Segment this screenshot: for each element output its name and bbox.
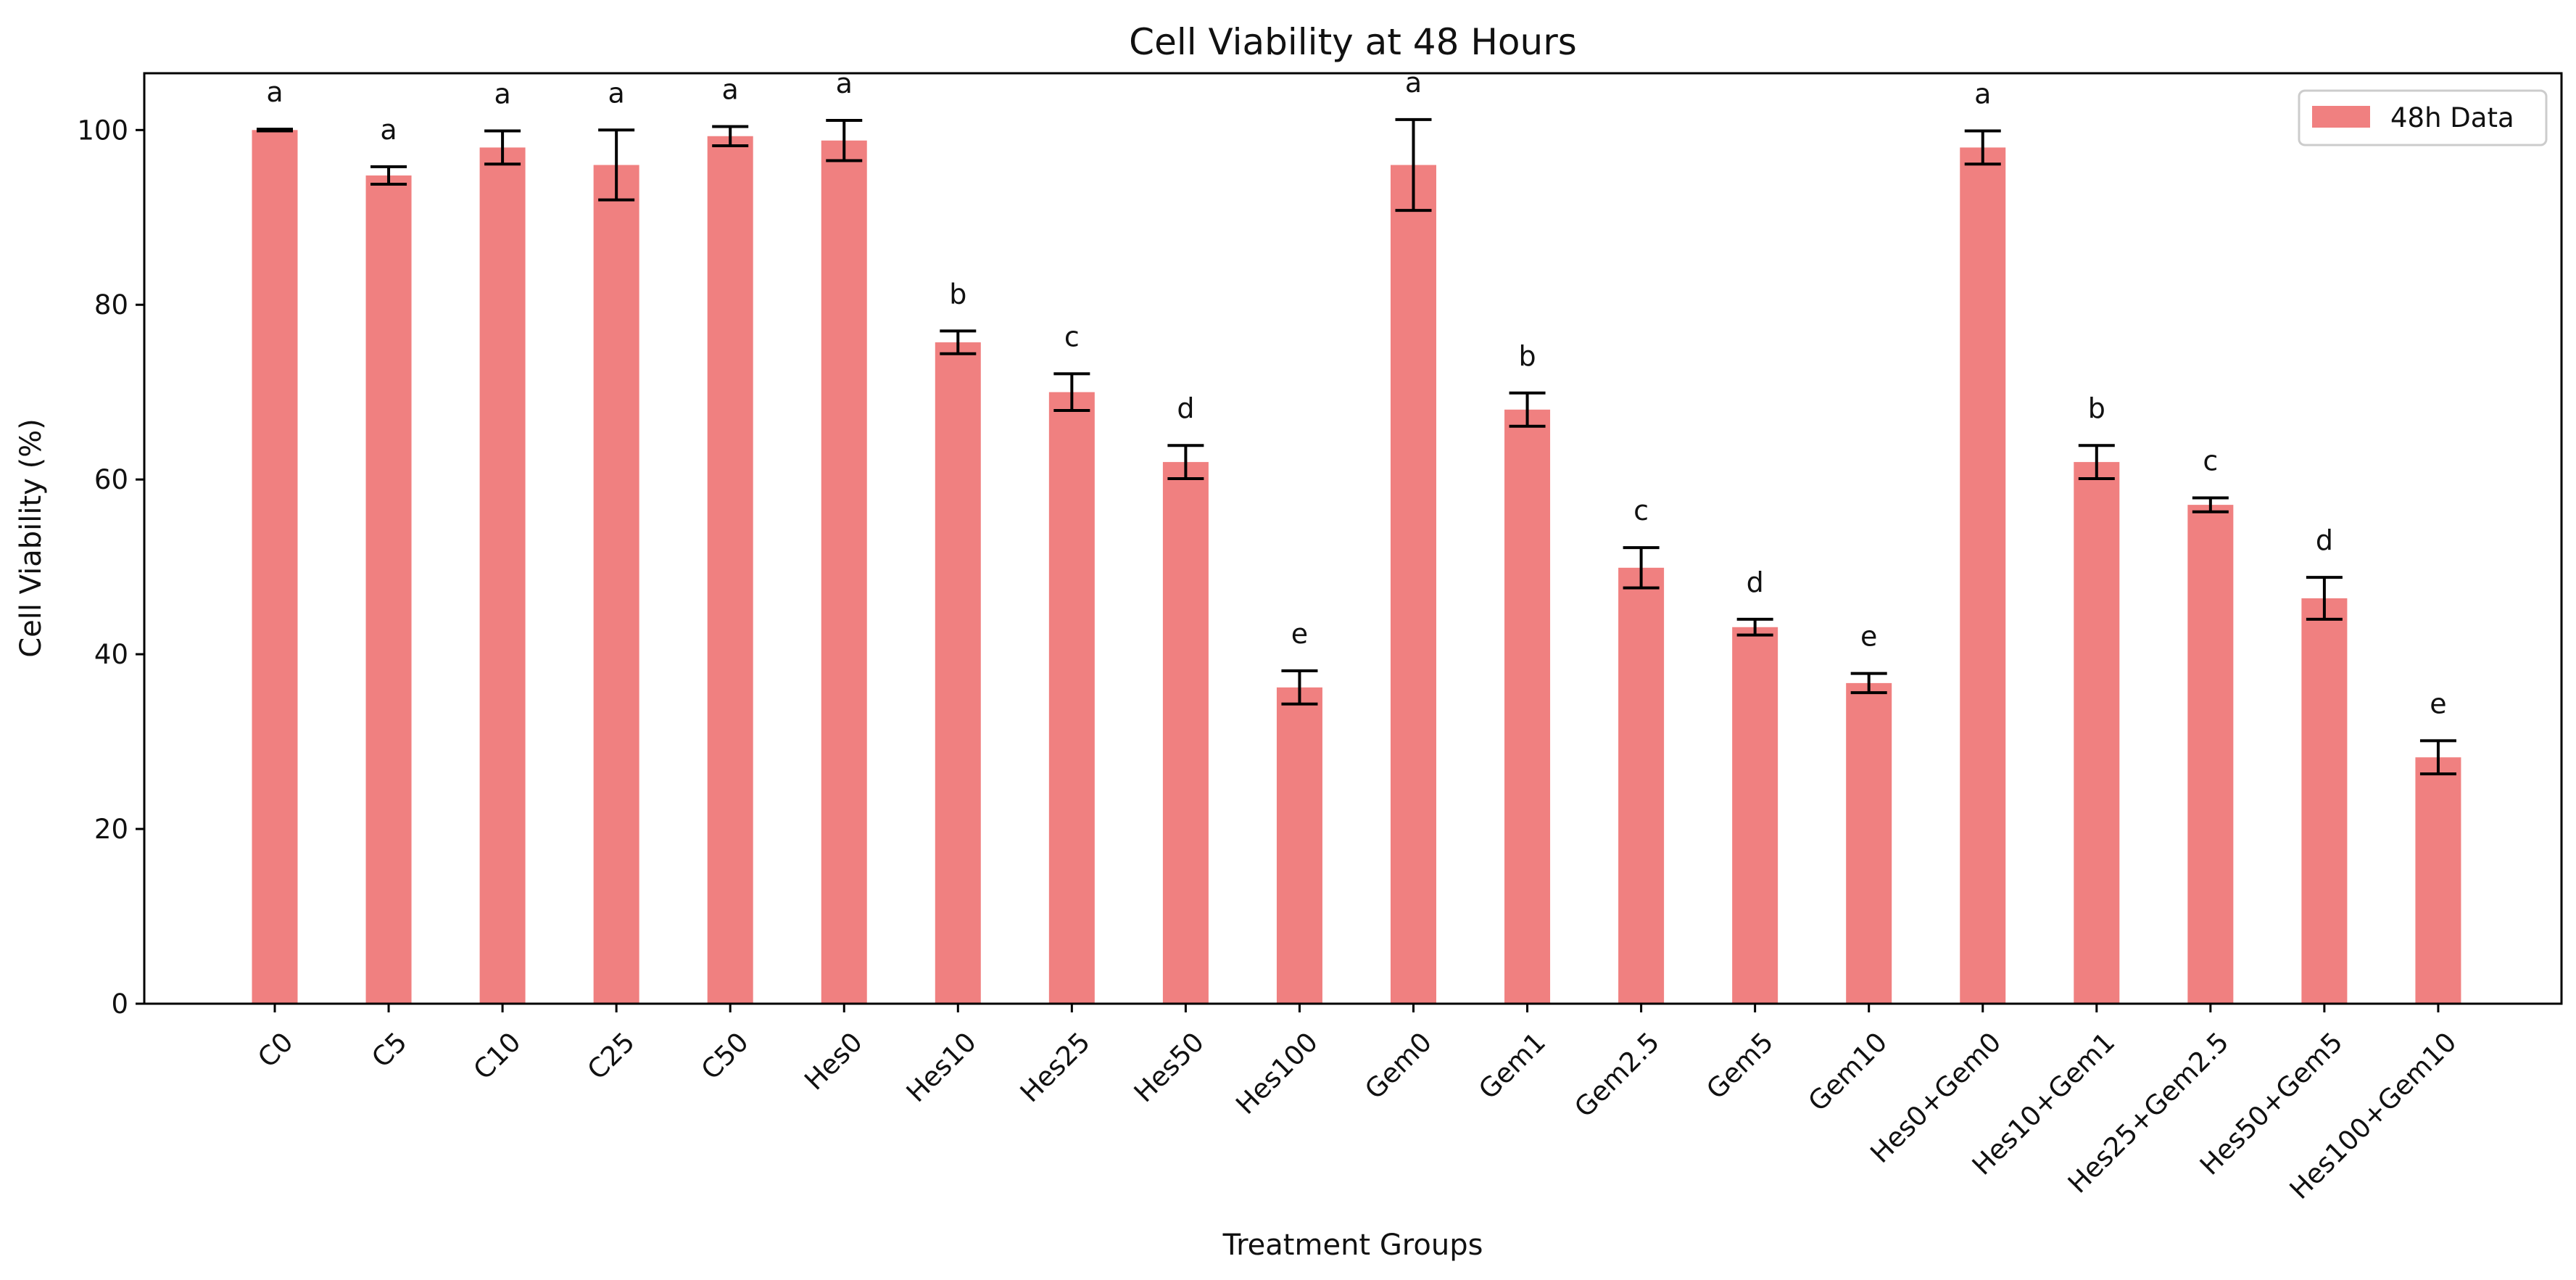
significance-letter-C5: a [380,114,397,146]
error-bar-Hes0+Gem0 [1964,129,2001,166]
significance-letter-C0: a [266,76,283,108]
error-bar-C5 [370,165,407,186]
plot-frame [143,72,2563,1005]
legend-box [2298,89,2548,146]
bar-Hes25 [1048,392,1095,1004]
significance-letter-Hes0+Gem0: a [1974,78,1991,110]
significance-letter-Hes10: b [949,278,966,310]
bar-Hes50 [1162,462,1209,1004]
significance-letter-Gem0: a [1405,67,1422,99]
y-tick-label-0: 0 [111,988,128,1020]
significance-letter-Hes50: d [1177,392,1194,424]
error-bar-Gem0 [1395,117,1432,212]
significance-letter-Hes25+Gem2.5: c [2203,445,2218,476]
bar-Hes100+Gem10 [2415,757,2461,1004]
error-bar-C50 [712,125,749,147]
error-bar-Gem5 [1736,617,1773,637]
error-bar-Hes100+Gem10 [2419,739,2456,776]
error-bar-Hes0 [826,119,863,162]
legend-swatch [2312,106,2370,128]
error-bar-Gem1 [1509,391,1546,428]
significance-letter-C50: a [722,73,739,105]
bar-Gem2.5 [1618,567,1665,1004]
y-tick-label-80: 80 [94,289,128,321]
bar-Hes0+Gem0 [1960,147,2006,1004]
significance-letter-Gem5: d [1747,566,1764,598]
error-bar-C25 [598,128,635,202]
y-tick-label-60: 60 [94,464,128,495]
significance-letter-C10: a [494,78,510,110]
error-bar-Hes50 [1167,444,1204,480]
significance-letter-Hes10+Gem1: b [2088,392,2105,424]
bar-Hes50+Gem5 [2301,598,2348,1004]
error-bar-Hes25+Gem2.5 [2192,496,2229,513]
error-bars-layer [257,117,2456,776]
y-tick-label-20: 20 [94,814,128,845]
significance-letter-Hes50+Gem5: d [2316,524,2333,556]
significance-letter-C25: a [608,77,625,109]
significance-letter-Gem10: e [1860,621,1877,653]
significance-letters-layer: a a a a a a b c d e a b c d e a b c d e [266,67,2446,720]
bar-C0 [252,130,298,1004]
bar-C5 [365,175,412,1004]
significance-letter-Gem2.5: c [1633,495,1649,527]
significance-letter-Hes25: c [1064,321,1080,352]
significance-letter-Hes100+Gem10: e [2430,688,2446,719]
x-axis-label: Treatment Groups [1222,1229,1483,1262]
y-tick-label-100: 100 [77,115,128,146]
y-axis-label: Cell Viability (%) [15,418,48,658]
bar-C50 [707,136,753,1004]
y-tick-label-40: 40 [94,639,128,670]
bar-Hes25+Gem2.5 [2187,505,2234,1004]
chart-title: Cell Viability at 48 Hours [1129,21,1577,63]
bar-Hes0 [821,140,867,1004]
bars-layer [252,130,2461,1004]
error-bar-Gem10 [1850,672,1887,695]
bar-Hes100 [1276,687,1322,1004]
significance-letter-Hes100: e [1291,618,1308,650]
bar-Gem5 [1732,627,1778,1004]
error-bar-Gem2.5 [1623,546,1660,590]
bar-Hes10+Gem1 [2074,462,2120,1004]
bar-Gem1 [1504,409,1551,1004]
error-bar-Hes100 [1281,669,1318,706]
legend: 48h Data [2298,89,2548,146]
legend-label: 48h Data [2390,102,2514,133]
bar-C10 [479,147,526,1004]
error-bar-C0 [257,128,293,133]
y-axis-ticks: 0 20 40 60 80 100 [77,115,144,1020]
bar-Hes10 [935,342,981,1004]
significance-letter-Gem1: b [1518,340,1536,372]
error-bar-Hes25 [1053,372,1090,413]
bar-Gem10 [1846,682,1892,1004]
bar-C25 [593,165,639,1004]
error-bar-Hes10 [940,329,977,355]
error-bar-Hes10+Gem1 [2078,444,2115,480]
error-bar-Hes50+Gem5 [2306,576,2343,621]
error-bar-C10 [484,129,521,166]
bar-Gem0 [1391,165,1436,1004]
significance-letter-Hes0: a [836,67,853,99]
